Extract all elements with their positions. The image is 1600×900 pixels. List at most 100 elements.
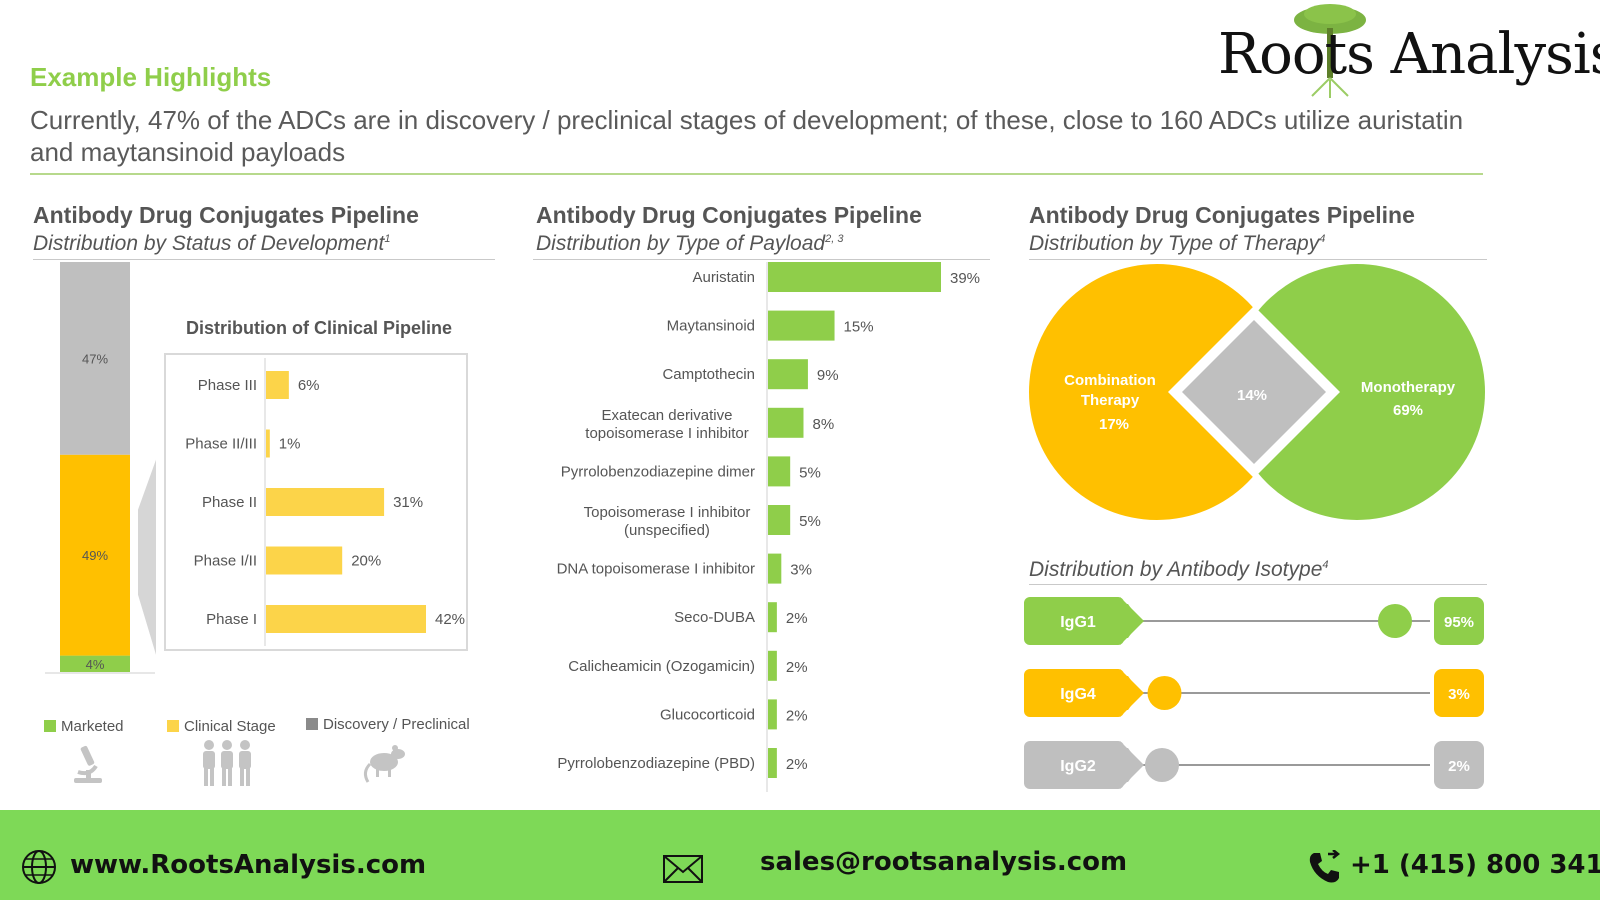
status-bar-label: 49% [82, 548, 108, 563]
isotype-marker [1147, 676, 1182, 710]
payload-panel-divider [533, 259, 990, 260]
phone-number[interactable]: +1 (415) 800 3415 [1350, 850, 1600, 880]
payload-chart: Auristatin 39% Maytansinoid 15% Camptothecin… [557, 262, 980, 792]
therapy-panel-divider [1029, 259, 1487, 260]
clinical-category-label: Phase II/III [185, 436, 257, 453]
isotype-category-label: IgG2 [1060, 758, 1096, 775]
payload-bar [768, 748, 777, 778]
payload-category-label: Auristatin [692, 269, 755, 286]
isotype-chart: IgG1 95% IgG4 3% IgG2 2% [1024, 597, 1484, 789]
page-headline: Currently, 47% of the ADCs are in discov… [30, 105, 1464, 167]
payload-category-label: Pyrrolobenzodiazepine (PBD) [557, 755, 755, 772]
status-bar-label: 4% [86, 657, 105, 672]
payload-bar [768, 699, 777, 730]
isotype-tag-body [1024, 597, 1124, 645]
payload-bar [768, 262, 941, 292]
isotype-value-label: 95% [1444, 614, 1474, 631]
isotype-value-badge [1434, 741, 1484, 789]
legend-swatch [306, 718, 318, 730]
people-icon [203, 740, 251, 786]
isotype-tag-body [1024, 669, 1124, 717]
payload-bar [768, 650, 777, 681]
clinical-value-label: 1% [279, 436, 301, 453]
clinical-category-label: Phase I/II [194, 553, 257, 570]
website-link[interactable]: www.RootsAnalysis.com [70, 850, 427, 880]
status-bar-segment [60, 655, 130, 672]
clinical-bar [266, 605, 426, 633]
header-divider [30, 173, 1483, 175]
clinical-frame [164, 353, 468, 651]
clinical-category-label: Phase III [198, 377, 257, 394]
isotype-category-label: IgG4 [1060, 686, 1096, 703]
isotype-tag-body [1024, 741, 1124, 789]
isotype-value-badge [1434, 669, 1484, 717]
isotype-panel-subtitle: Distribution by Antibody Isotype4 [1029, 558, 1329, 581]
payload-value-label: 3% [790, 562, 812, 579]
payload-value-label: 9% [817, 367, 839, 384]
isotype-marker [1378, 604, 1412, 638]
payload-category-label: Maytansinoid [667, 318, 755, 335]
status-chart: 4% 49% 47% Distribution of Clinical Pipelin… [45, 262, 468, 674]
therapy-value-combination: 17% [1099, 416, 1129, 433]
therapy-segment-combination [1029, 264, 1285, 520]
isotype-value-label: 3% [1448, 686, 1470, 703]
isotype-tag-point [1120, 597, 1144, 645]
payload-value-label: 5% [799, 464, 821, 481]
payload-bar [768, 553, 782, 584]
payload-value-label: 2% [786, 756, 808, 773]
isotype-marker [1145, 748, 1179, 782]
payload-bar [768, 407, 804, 438]
clinical-category-label: Phase II [202, 494, 257, 511]
globe-icon [22, 850, 56, 884]
legend-swatch [44, 720, 56, 732]
payload-value-label: 15% [844, 319, 874, 336]
status-panel-subtitle: Distribution by Status of Development1 [33, 232, 391, 255]
payload-panel-title: Antibody Drug Conjugates Pipeline [536, 202, 922, 228]
payload-value-label: 2% [786, 707, 808, 724]
payload-value-label: 39% [950, 270, 980, 287]
therapy-value-monotherapy: 69% [1393, 402, 1423, 419]
payload-value-label: 2% [786, 610, 808, 627]
payload-category-label: DNA topoisomerase I inhibitor [557, 561, 755, 578]
rat-icon [363, 745, 405, 783]
payload-bar [768, 505, 791, 535]
phone-icon [1309, 850, 1341, 883]
therapy-panel-title: Antibody Drug Conjugates Pipeline [1029, 202, 1415, 228]
legend-discovery: Discovery / Preclinical [306, 716, 470, 733]
clinical-value-label: 31% [393, 494, 423, 511]
clinical-bar [266, 488, 385, 516]
therapy-segment-monotherapy [1229, 264, 1485, 520]
therapy-value-overlap: 14% [1237, 387, 1267, 404]
payload-category-label: Camptothecin [662, 366, 755, 383]
therapy-chart: Combination Therapy 17% 14% Monotherapy 69% [1029, 264, 1485, 520]
isotype-tag-point [1120, 741, 1144, 789]
payload-bar [768, 359, 808, 390]
payload-category-label: Seco-DUBA [674, 609, 755, 626]
status-bar-label: 47% [82, 351, 108, 366]
tree-logo-icon [1294, 4, 1366, 98]
clinical-bar [266, 546, 343, 575]
therapy-segment-overlap [1182, 320, 1326, 464]
payload-category-label: Pyrrolobenzodiazepine dimer [561, 463, 755, 480]
isotype-tag-point [1120, 669, 1144, 717]
isotype-panel-divider [1029, 584, 1487, 585]
page-kicker: Example Highlights [30, 62, 272, 92]
payload-value-label: 5% [799, 513, 821, 530]
isotype-category-label: IgG1 [1060, 614, 1096, 631]
clinical-value-label: 20% [351, 553, 381, 570]
therapy-label-combination: Combination Therapy [1064, 372, 1156, 409]
payload-category-label: Glucocorticoid [660, 706, 755, 723]
clinical-value-label: 42% [435, 611, 465, 628]
clinical-bar [266, 371, 289, 399]
status-bar-segment [60, 454, 130, 656]
therapy-panel-subtitle: Distribution by Type of Therapy4 [1029, 232, 1326, 255]
clinical-title: Distribution of Clinical Pipeline [186, 318, 452, 338]
clinical-bar [266, 429, 270, 458]
payload-category-label: Topoisomerase I inhibitor (unspecified) [584, 504, 751, 539]
payload-category-label: Calicheamicin (Ozogamicin) [568, 658, 755, 675]
status-panel-title: Antibody Drug Conjugates Pipeline [33, 202, 419, 228]
clinical-value-label: 6% [298, 377, 320, 394]
email-link[interactable]: sales@rootsanalysis.com [760, 847, 1128, 877]
isotype-value-label: 2% [1448, 758, 1470, 775]
isotype-value-badge [1434, 597, 1484, 645]
